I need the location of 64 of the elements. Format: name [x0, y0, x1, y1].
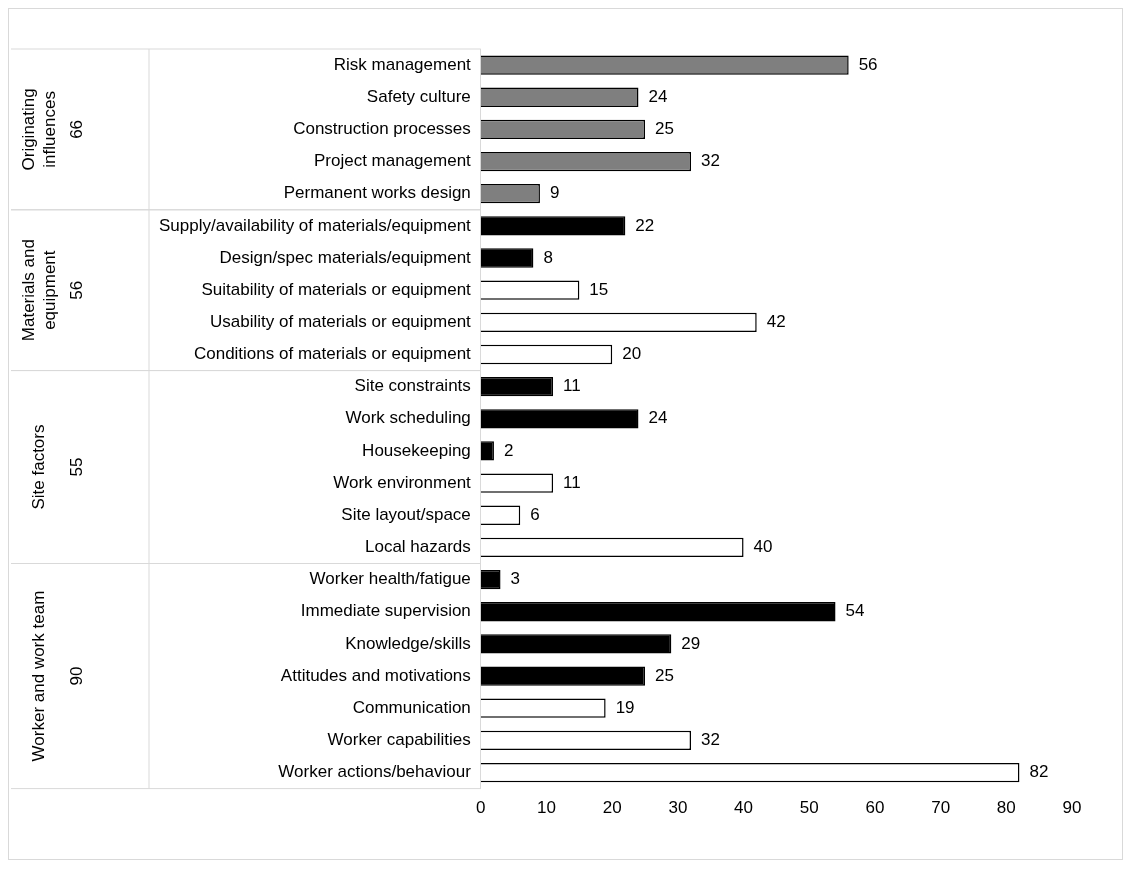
- y-tick-label: Safety culture: [366, 86, 471, 106]
- data-label: 9: [549, 183, 560, 203]
- text: Site factors: [28, 424, 48, 510]
- y-tick-label: Housekeeping: [362, 440, 471, 460]
- data-label: 11: [563, 472, 581, 492]
- data-label: 8: [543, 247, 553, 267]
- x-tick-label: 50: [799, 798, 819, 818]
- x-tick-label: 70: [931, 798, 951, 818]
- data-label: 56: [858, 54, 878, 74]
- x-tick-label: 20: [602, 798, 622, 818]
- x-tick-label: 30: [668, 798, 688, 818]
- data-label: 32: [701, 730, 720, 750]
- x-tick-label: 10: [537, 798, 556, 818]
- y-tick-label: Design/spec materials/equipment: [219, 247, 472, 267]
- data-label: 20: [622, 344, 642, 364]
- y-tick-label: Supply/availability of materials/equipment: [159, 215, 472, 235]
- y-tick-label: Site layout/space: [341, 504, 471, 524]
- text: 56: [66, 280, 86, 300]
- data-label: 42: [766, 312, 786, 332]
- data-label: 6: [530, 504, 540, 524]
- data-label: 25: [655, 119, 674, 139]
- data-label: 82: [1029, 762, 1049, 782]
- text: Materials and equipment: [18, 239, 59, 342]
- y-tick-label: Suitability of materials or equipment: [201, 279, 472, 299]
- x-tick-label: 80: [996, 798, 1016, 818]
- data-label: 22: [635, 215, 655, 235]
- y-tick-label: Permanent works design: [283, 183, 471, 203]
- data-label: 19: [615, 697, 635, 717]
- y-tick-label: Project management: [313, 151, 472, 171]
- y-tick-label: Risk management: [333, 54, 472, 74]
- data-label: 24: [648, 86, 668, 106]
- y-tick-label: Worker actions/behaviour: [278, 762, 472, 782]
- y-tick-label: Attitudes and motivations: [280, 665, 471, 685]
- y-tick-label: Usability of materials or equipment: [210, 312, 472, 332]
- y-tick-label: Conditions of materials or equipment: [193, 344, 472, 364]
- y-tick-label: Worker capabilities: [327, 730, 471, 750]
- text: 66: [66, 119, 86, 139]
- y-tick-label: Local hazards: [364, 537, 471, 557]
- text: Worker and work team: [28, 590, 48, 762]
- data-label: 29: [681, 633, 701, 653]
- y-tick-label: Work scheduling: [345, 408, 471, 428]
- y-tick-label: Communication: [352, 697, 471, 717]
- y-tick-label: Worker health/fatigue: [309, 569, 471, 589]
- data-label: 25: [655, 665, 674, 685]
- data-label: 54: [845, 601, 865, 621]
- data-label: 15: [589, 279, 609, 299]
- data-label: 40: [753, 537, 773, 557]
- x-tick-label: 90: [1062, 798, 1082, 818]
- y-tick-label: Immediate supervision: [300, 601, 471, 621]
- data-label: 3: [510, 569, 520, 589]
- x-tick-label: 0: [476, 798, 486, 818]
- data-label: 2: [503, 440, 514, 460]
- data-label: 11: [563, 376, 581, 396]
- text: 90: [66, 666, 86, 686]
- text: 55: [66, 457, 86, 477]
- x-tick-label: 60: [865, 798, 885, 818]
- data-label: 24: [648, 408, 668, 428]
- x-tick-label: 40: [734, 798, 754, 818]
- y-tick-label: Construction processes: [293, 119, 471, 139]
- y-tick-label: Work environment: [333, 472, 472, 492]
- text: Originating influences: [18, 88, 59, 171]
- y-tick-label: Knowledge/skills: [345, 633, 471, 653]
- y-tick-label: Site constraints: [354, 376, 471, 396]
- data-label: 32: [701, 151, 720, 171]
